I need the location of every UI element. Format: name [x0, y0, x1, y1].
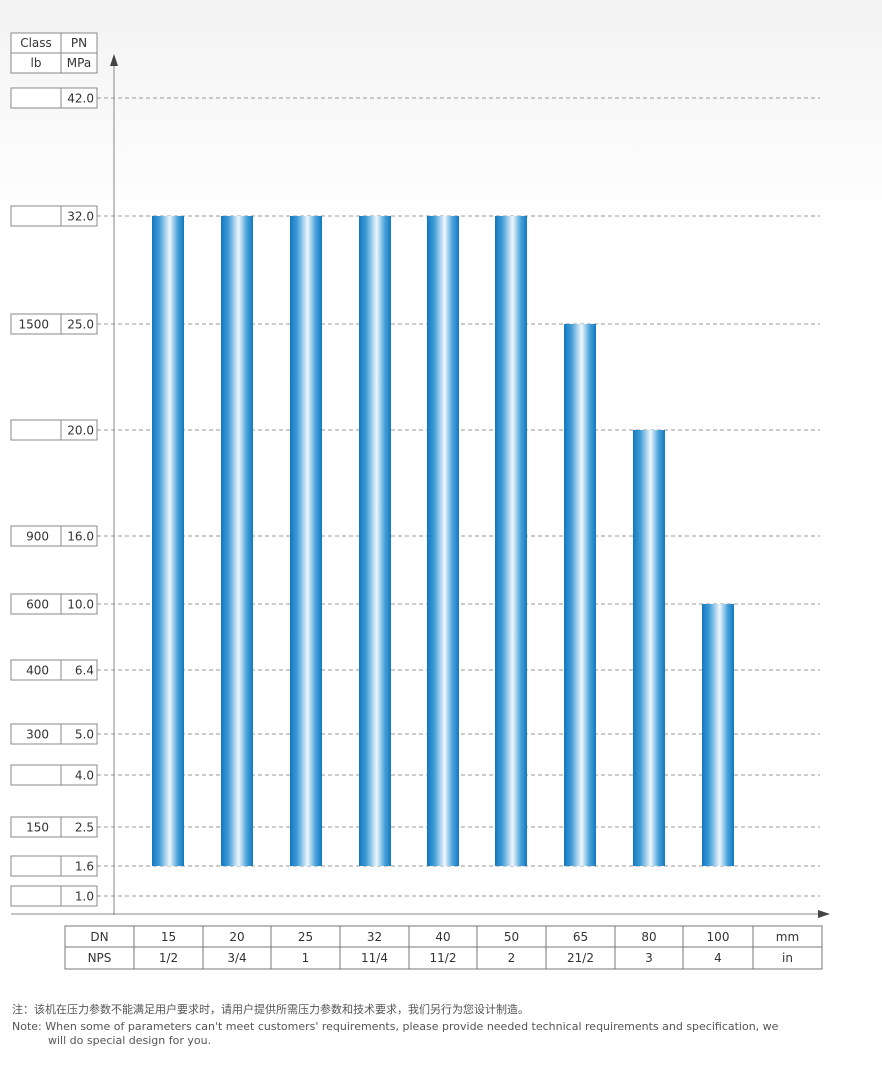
x-tick-dn: 40	[435, 930, 450, 944]
class-unit: lb	[31, 56, 42, 70]
x-tick-nps: 1	[302, 951, 310, 965]
bars	[152, 216, 734, 866]
dn-unit: mm	[776, 930, 799, 944]
grid-lines	[97, 97, 820, 897]
y-label-box-1.6	[10, 855, 98, 877]
axes	[11, 54, 830, 918]
y-label-box-42.0	[10, 87, 98, 109]
y-tick-pn: 10.0	[67, 598, 94, 612]
bar-dn-15	[152, 216, 184, 866]
x-tick-nps: 3	[645, 951, 653, 965]
x-axis-table: DN NPS 15 1/2 20 3/4 25 1 32 11/4 40 11/2 50 2 65 21/2 8…	[64, 925, 823, 970]
x-tick-nps: 4	[714, 951, 722, 965]
y-axis-labels: Class PN lb MPa 1.0 1.6 2.5 150 4.0 5.0 300 6.4…	[10, 32, 98, 907]
y-tick-pn: 42.0	[67, 92, 94, 106]
y-tick-class: 150	[26, 821, 49, 835]
x-tick-dn: 80	[641, 930, 656, 944]
y-tick-pn: 2.5	[75, 821, 94, 835]
dn-header: DN	[90, 930, 108, 944]
bar-dn-50	[495, 216, 527, 866]
nps-unit: in	[782, 951, 793, 965]
y-tick-pn: 4.0	[75, 769, 94, 783]
bar-dn-25	[290, 216, 322, 866]
y-label-box-20.0	[10, 419, 98, 441]
bar-dn-100	[702, 604, 734, 866]
y-tick-class: 300	[26, 728, 49, 742]
y-tick-class: 900	[26, 530, 49, 544]
y-tick-class: 400	[26, 664, 49, 678]
pn-header: PN	[71, 36, 87, 50]
bar-dn-32	[359, 216, 391, 866]
x-tick-dn: 15	[161, 930, 176, 944]
y-label-box-16.0	[10, 525, 98, 547]
y-tick-pn: 1.6	[75, 860, 94, 874]
y-label-box-6.4	[10, 659, 98, 681]
x-tick-nps: 3/4	[227, 951, 246, 965]
pn-unit: MPa	[67, 56, 91, 70]
y-axis-arrow	[110, 54, 118, 66]
y-tick-class: 600	[26, 598, 49, 612]
x-tick-nps: 2	[508, 951, 516, 965]
y-tick-pn: 25.0	[67, 318, 94, 332]
x-tick-nps: 11/4	[361, 951, 388, 965]
x-tick-dn: 25	[298, 930, 313, 944]
y-tick-pn: 5.0	[75, 728, 94, 742]
y-label-box-25.0	[10, 313, 98, 335]
x-tick-nps: 21/2	[567, 951, 594, 965]
bar-dn-20	[221, 216, 253, 866]
y-label-box-32.0	[10, 205, 98, 227]
y-tick-pn: 1.0	[75, 890, 94, 904]
bar-dn-65	[564, 324, 596, 866]
x-tick-dn: 100	[707, 930, 730, 944]
x-axis-arrow	[818, 910, 830, 918]
note-english: Note: When some of parameters can't meet…	[12, 1020, 779, 1033]
note-english-continued: will do special design for you.	[48, 1034, 212, 1047]
x-tick-dn: 50	[504, 930, 519, 944]
y-tick-pn: 32.0	[67, 210, 94, 224]
x-tick-nps: 1/2	[159, 951, 178, 965]
x-tick-dn: 20	[229, 930, 244, 944]
y-tick-pn: 6.4	[75, 664, 94, 678]
y-tick-pn: 16.0	[67, 530, 94, 544]
y-label-box-10.0	[10, 593, 98, 615]
pressure-chart: Class PN lb MPa 1.01.62.51504.05.03006.4…	[10, 32, 830, 970]
class-header: Class	[20, 36, 52, 50]
y-label-box-4.0	[10, 764, 98, 786]
y-label-box-1.0	[10, 885, 98, 907]
bar-dn-80	[633, 430, 665, 866]
y-label-box-5.0	[10, 723, 98, 745]
x-tick-dn: 32	[367, 930, 382, 944]
y-label-box-2.5	[10, 816, 98, 838]
x-tick-nps: 11/2	[430, 951, 457, 965]
y-tick-pn: 20.0	[67, 424, 94, 438]
bar-dn-40	[427, 216, 459, 866]
y-tick-class: 1500	[18, 318, 49, 332]
note-chinese: 注：该机在压力参数不能满足用户要求时，请用户提供所需压力参数和技术要求，我们另行…	[12, 1003, 529, 1016]
x-tick-dn: 65	[573, 930, 588, 944]
nps-header: NPS	[88, 951, 112, 965]
